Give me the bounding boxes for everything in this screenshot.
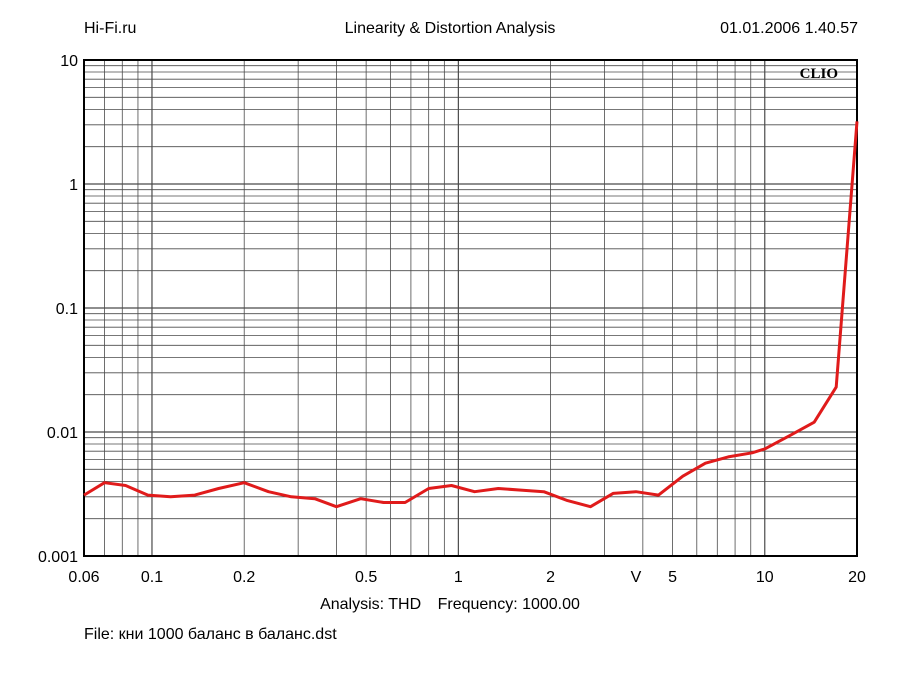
x-tick-label: 0.06 [68,569,99,586]
chart-grid [84,60,857,556]
x-tick-label: 2 [546,569,555,586]
y-tick-label: 10 [60,53,78,70]
y-tick-label: 1 [69,177,78,194]
x-tick-label: 10 [756,569,774,586]
y-tick-labels: 10 1 0.1 0.01 0.001 [38,53,78,566]
y-tick-label: 0.01 [47,425,78,442]
thd-series-line [83,121,859,509]
file-name-label: File: кни 1000 баланс в баланс.dst [84,626,337,643]
x-tick-label: V [631,569,642,586]
x-tick-label: 5 [668,569,677,586]
x-tick-label: 0.5 [355,569,377,586]
y-tick-label: 0.001 [38,549,78,566]
clio-logo: CLIO [800,66,838,82]
x-tick-labels: 0.06 0.1 0.2 0.5 1 2 V 5 10 20 [68,569,866,586]
plot-frame [83,59,858,557]
frequency-label: Frequency: 1000.00 [437,596,580,613]
timestamp-label: 01.01.2006 1.40.57 [720,20,858,37]
x-tick-label: 1 [454,569,463,586]
x-tick-label: 0.1 [141,569,163,586]
chart-title: Linearity & Distortion Analysis [344,20,556,37]
x-tick-label: 20 [848,569,866,586]
analysis-info: Analysis: THD Frequency: 1000.00 [0,596,900,614]
analysis-type-label: Analysis: THD [320,596,422,613]
y-tick-label: 0.1 [56,301,78,318]
header-left-label: Hi-Fi.ru [84,20,137,37]
x-tick-label: 0.2 [233,569,255,586]
